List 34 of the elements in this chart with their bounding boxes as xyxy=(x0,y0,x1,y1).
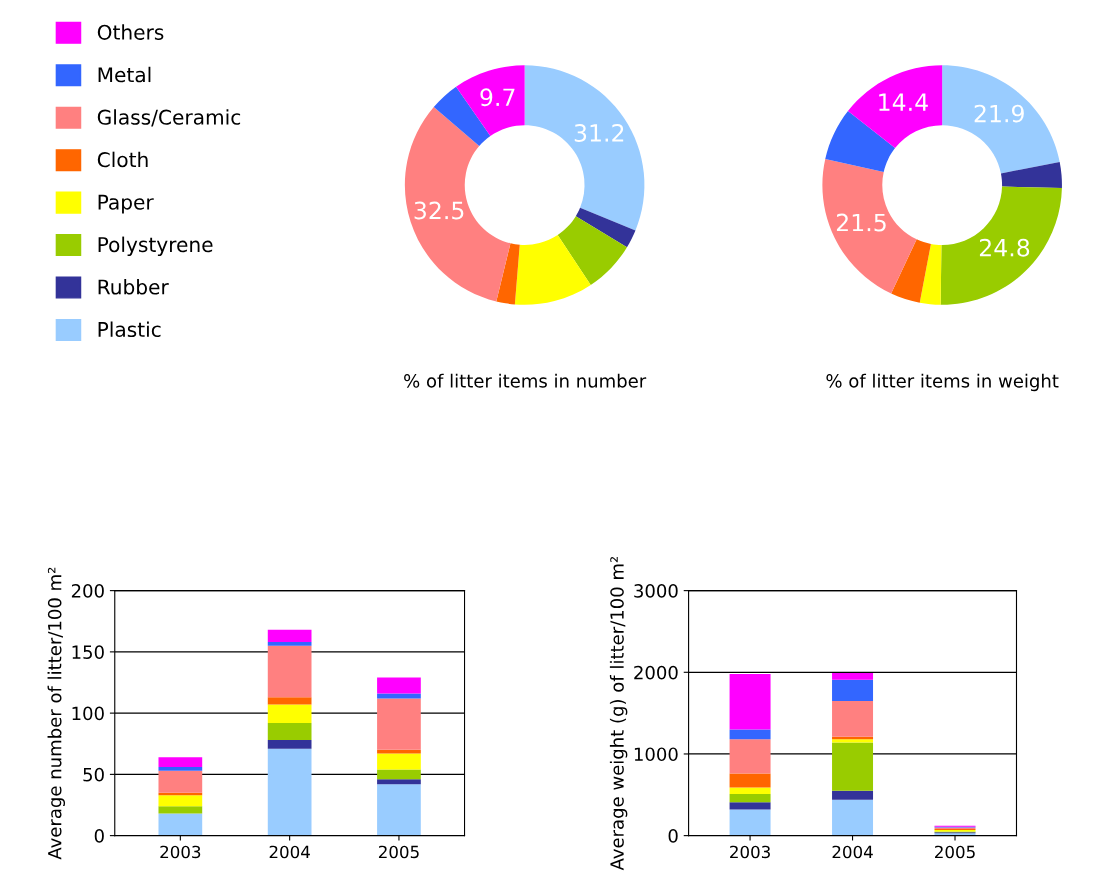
x-tick-label: 2004 xyxy=(832,845,873,859)
data-label: 21.9 xyxy=(974,104,1024,123)
x-tick-label: 2004 xyxy=(269,845,310,859)
data-label: 14.4 xyxy=(879,93,928,111)
y-tick-label: 100 xyxy=(72,706,104,721)
legend-label: Others xyxy=(97,24,164,40)
x-tick-label: 2005 xyxy=(378,845,419,859)
y-axis-title: Average weight (g) of litter/100 m² xyxy=(609,556,628,871)
data-label: 21.5 xyxy=(836,213,886,232)
legend-label: Cloth xyxy=(97,151,148,168)
legend-label: Polystyrene xyxy=(98,236,213,257)
legend-label: Plastic xyxy=(98,321,161,338)
data-label: 9.7 xyxy=(480,88,515,107)
legend-label: Metal xyxy=(98,66,151,83)
text: % of litter items in weight xyxy=(826,373,1059,392)
y-tick-label: 150 xyxy=(72,645,104,659)
legend-label: Glass/Ceramic xyxy=(97,109,241,127)
text: % of litter items in number xyxy=(404,373,647,388)
y-tick-label: 200 xyxy=(71,584,104,598)
y-tick-label: 50 xyxy=(83,767,104,782)
y-axis-title: Average number of litter/100 m² xyxy=(47,567,66,860)
y-tick-label: 3000 xyxy=(634,584,678,598)
x-tick-label: 2003 xyxy=(730,845,770,859)
y-tick-label: 0 xyxy=(94,829,104,843)
data-label: 31.2 xyxy=(574,124,624,142)
y-tick-label: 0 xyxy=(668,829,678,843)
y-tick-label: 2000 xyxy=(634,665,678,680)
legend-label: Rubber xyxy=(98,279,169,295)
x-tick-label: 2005 xyxy=(935,845,975,859)
x-tick-label: 2003 xyxy=(160,845,201,859)
data-label: 24.8 xyxy=(979,238,1030,257)
legend-label: Paper xyxy=(98,194,154,214)
data-label: 32.5 xyxy=(414,201,464,220)
y-tick-label: 1000 xyxy=(634,747,678,762)
